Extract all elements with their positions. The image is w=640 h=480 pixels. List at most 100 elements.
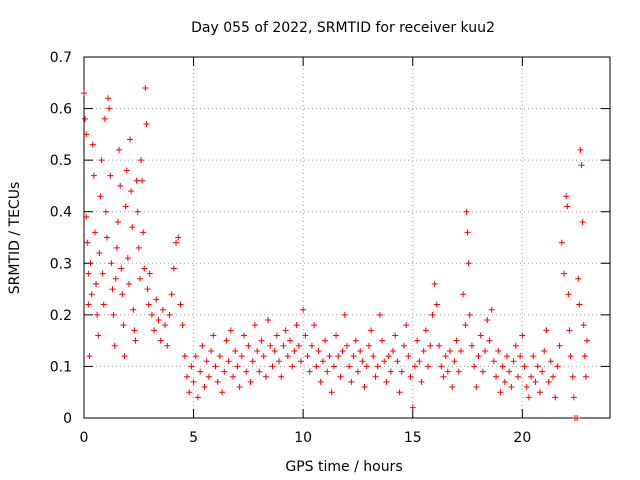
data-point (201, 384, 208, 391)
data-point (306, 368, 313, 375)
data-point (308, 342, 315, 349)
data-point (249, 358, 256, 365)
data-point (508, 384, 515, 391)
data-point (322, 337, 329, 344)
data-point (153, 296, 160, 303)
data-point (137, 157, 144, 164)
data-point (164, 342, 171, 349)
data-point (117, 182, 124, 189)
data-point (385, 353, 392, 360)
data-point (539, 368, 546, 375)
data-point (212, 363, 219, 370)
data-point (383, 378, 390, 385)
data-point (449, 384, 456, 391)
data-point (372, 373, 379, 380)
data-point (181, 353, 188, 360)
data-point (536, 389, 543, 396)
data-point (151, 327, 158, 334)
data-point (407, 373, 414, 380)
data-point (427, 342, 434, 349)
data-point (493, 373, 500, 380)
data-point (273, 332, 280, 339)
data-point (159, 306, 166, 313)
data-point (85, 270, 92, 277)
y-tick-label: 0 (63, 411, 72, 427)
data-point (552, 394, 559, 401)
data-point (567, 353, 574, 360)
data-point (465, 260, 472, 267)
data-point (455, 368, 462, 375)
data-point (381, 358, 388, 365)
data-point (392, 332, 399, 339)
data-point (179, 322, 186, 329)
data-point (208, 347, 215, 354)
data-point (282, 327, 289, 334)
data-point (102, 208, 109, 215)
data-point (143, 121, 150, 128)
data-point (429, 311, 436, 318)
data-point (287, 337, 294, 344)
data-point (488, 306, 495, 313)
axes: 0 0.1 0.2 0.3 0.4 0.5 0.6 0.7 0 5 10 15 20 (50, 50, 611, 446)
data-point (121, 353, 128, 360)
x-tick-label: 0 (80, 430, 89, 446)
data-point (453, 337, 460, 344)
data-point (379, 337, 386, 344)
data-point (575, 275, 582, 282)
data-point (289, 363, 296, 370)
data-point (499, 363, 506, 370)
data-point (278, 373, 285, 380)
data-point (541, 347, 548, 354)
data-point (547, 358, 554, 365)
data-point (125, 280, 132, 287)
data-point (570, 394, 577, 401)
data-point (444, 368, 451, 375)
data-point (293, 322, 300, 329)
x-tick-label: 20 (513, 430, 531, 446)
data-point (447, 347, 454, 354)
data-point (219, 389, 226, 396)
data-point (142, 84, 149, 91)
data-point (135, 244, 142, 251)
data-point (514, 373, 521, 380)
data-point (565, 291, 572, 298)
data-point (315, 347, 322, 354)
data-point (271, 347, 278, 354)
data-point (581, 353, 588, 360)
data-point (479, 368, 486, 375)
y-tick-label: 0.2 (50, 308, 72, 324)
data-point (258, 337, 265, 344)
data-point (411, 363, 418, 370)
data-point (490, 358, 497, 365)
data-point (120, 322, 127, 329)
data-point (556, 342, 563, 349)
data-point (284, 353, 291, 360)
data-point (503, 353, 510, 360)
data-point (519, 332, 526, 339)
data-point (130, 306, 137, 313)
y-tick-label: 0.3 (50, 256, 72, 272)
data-point (324, 368, 331, 375)
data-point (304, 353, 311, 360)
data-point (387, 368, 394, 375)
data-point (128, 188, 135, 195)
data-point (111, 342, 118, 349)
data-point (418, 378, 425, 385)
data-point (210, 332, 217, 339)
data-point (396, 389, 403, 396)
data-point (564, 203, 571, 210)
data-point (113, 244, 120, 251)
data-point (295, 342, 302, 349)
data-point (466, 311, 473, 318)
data-point (133, 177, 140, 184)
data-point (276, 358, 283, 365)
data-point (350, 353, 357, 360)
data-point (98, 157, 105, 164)
data-point (583, 337, 590, 344)
data-point (300, 306, 307, 313)
data-point (510, 358, 517, 365)
data-point (471, 363, 478, 370)
data-point (528, 373, 535, 380)
data-point (85, 301, 92, 308)
